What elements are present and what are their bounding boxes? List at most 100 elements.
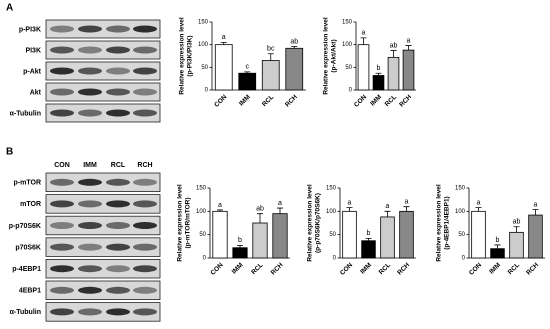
blot-strip bbox=[45, 40, 161, 60]
significance-letter: b bbox=[238, 237, 242, 244]
blot-band bbox=[133, 46, 157, 54]
bar bbox=[357, 44, 370, 91]
error-bar bbox=[291, 46, 298, 49]
blot-band bbox=[78, 243, 102, 251]
blot-row-label: p-mTOR bbox=[14, 180, 41, 187]
y-tick-label: 0 bbox=[203, 256, 207, 262]
blot-band bbox=[78, 265, 102, 273]
x-tick-label: IMM bbox=[231, 262, 245, 276]
blot-band bbox=[106, 286, 130, 294]
bar bbox=[272, 213, 288, 259]
bar bbox=[402, 49, 415, 91]
y-tick-label: 50 bbox=[345, 65, 352, 71]
y-tick-label: 0 bbox=[349, 88, 353, 94]
x-tick-label: RCL bbox=[378, 262, 392, 276]
blot-strip bbox=[45, 302, 161, 322]
blot-strip bbox=[45, 237, 161, 257]
significance-letter: ab bbox=[390, 42, 398, 49]
blot-band bbox=[133, 200, 157, 208]
significance-letter: ab bbox=[513, 219, 521, 226]
bar bbox=[212, 210, 228, 259]
x-tick-label: CON bbox=[468, 261, 483, 276]
bar bbox=[285, 47, 304, 91]
x-tick-label: RCH bbox=[398, 93, 413, 108]
blot-band bbox=[106, 308, 130, 316]
blot-band bbox=[133, 178, 157, 186]
bar bbox=[261, 60, 280, 91]
bar bbox=[342, 210, 357, 259]
blot-strip bbox=[45, 215, 161, 236]
x-tick-label: RCH bbox=[525, 261, 540, 276]
significance-letter: a bbox=[477, 199, 481, 206]
x-tick-label: IMM bbox=[359, 262, 373, 276]
error-bar bbox=[217, 209, 223, 212]
error-bar bbox=[390, 50, 397, 58]
significance-letter: a bbox=[386, 203, 390, 210]
x-tick-label: RCH bbox=[270, 261, 285, 276]
y-axis-label: Relative expression level bbox=[179, 17, 186, 95]
blot-strip bbox=[45, 103, 161, 123]
y-axis-label: (p-PI3K/PI3K) bbox=[187, 35, 194, 76]
bar bbox=[380, 216, 395, 259]
y-tick-label: 0 bbox=[462, 256, 466, 262]
blot-row-label: p-4EBP1 bbox=[12, 266, 41, 273]
blot-band bbox=[78, 46, 102, 54]
blot-band bbox=[106, 88, 130, 96]
blot-row-label: Akt bbox=[30, 89, 42, 96]
blot-band bbox=[78, 67, 102, 75]
blot-band bbox=[106, 222, 130, 229]
error-bar bbox=[532, 209, 539, 216]
x-tick-label: IMM bbox=[238, 94, 252, 108]
significance-letter: a bbox=[407, 37, 411, 44]
bar bbox=[387, 56, 400, 91]
bar bbox=[399, 210, 414, 259]
blot-strip bbox=[45, 82, 161, 102]
blot-band bbox=[78, 25, 102, 33]
error-bar bbox=[405, 45, 412, 51]
blot-row-label: 4EBP1 bbox=[19, 288, 41, 295]
y-tick-label: 150 bbox=[326, 186, 337, 192]
blot-band bbox=[106, 67, 130, 75]
blot-band bbox=[78, 109, 102, 117]
blot-band bbox=[50, 308, 74, 316]
significance-letter: a bbox=[362, 30, 366, 37]
blot-band bbox=[50, 46, 74, 54]
error-bar bbox=[277, 207, 283, 214]
blot-strip bbox=[45, 194, 161, 214]
blot-band bbox=[106, 46, 130, 54]
significance-letter: bc bbox=[267, 46, 275, 53]
significance-letter: a bbox=[278, 200, 282, 207]
blot-band bbox=[50, 243, 74, 251]
blot-band bbox=[133, 308, 157, 316]
error-bar bbox=[375, 72, 382, 76]
blot-band bbox=[50, 265, 74, 273]
y-axis-label: Relative expression level bbox=[177, 184, 184, 262]
blot-row-label: p-PI3K bbox=[19, 26, 41, 33]
error-bar bbox=[346, 207, 353, 212]
bar bbox=[214, 44, 233, 91]
y-tick-label: 100 bbox=[198, 42, 209, 48]
bar bbox=[238, 72, 257, 91]
lane-label: CON bbox=[54, 162, 70, 169]
x-tick-label: RCL bbox=[250, 262, 264, 276]
significance-letter: a bbox=[534, 201, 538, 208]
blot-strip bbox=[45, 172, 161, 193]
x-tick-label: RCL bbox=[507, 262, 521, 276]
significance-letter: b bbox=[496, 237, 500, 244]
x-tick-label: CON bbox=[209, 261, 224, 276]
bar bbox=[509, 231, 524, 259]
bar bbox=[471, 210, 486, 259]
blot-band bbox=[50, 200, 74, 208]
blot-band bbox=[133, 286, 157, 294]
significance-letter: ab bbox=[290, 38, 298, 45]
blot-band bbox=[78, 308, 102, 316]
y-tick-label: 0 bbox=[205, 88, 209, 94]
blot-band bbox=[133, 222, 157, 229]
x-tick-label: IMM bbox=[488, 262, 502, 276]
x-tick-label: IMM bbox=[369, 94, 383, 108]
y-tick-label: 100 bbox=[455, 209, 466, 215]
x-tick-label: RCL bbox=[261, 94, 275, 108]
bar bbox=[528, 214, 543, 259]
significance-letter: a bbox=[348, 199, 352, 206]
